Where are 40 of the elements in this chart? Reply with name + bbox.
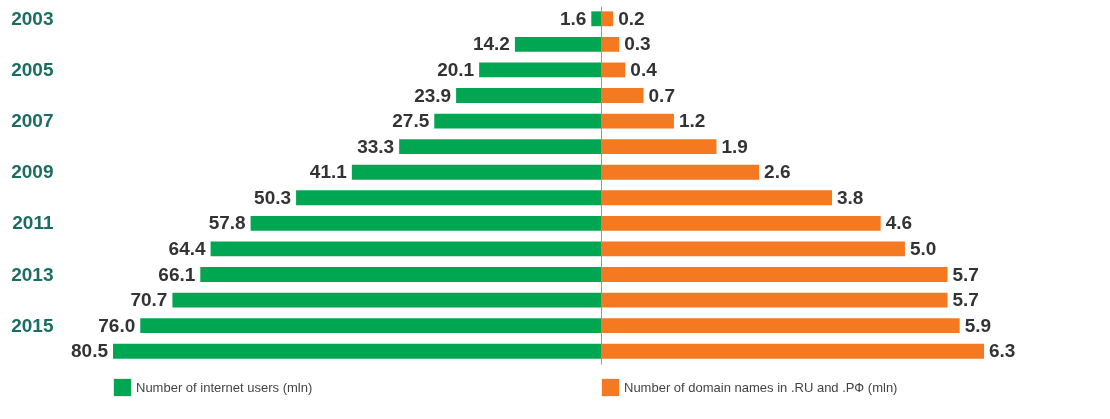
data-label: 1.6 bbox=[559, 7, 587, 29]
data-label: 1.9 bbox=[721, 135, 748, 157]
data-label: 33.3 bbox=[357, 135, 395, 157]
y-tick-label: 2009 bbox=[11, 161, 54, 183]
data-label: 3.8 bbox=[837, 186, 864, 208]
legend-label: Number of internet users (mln) bbox=[136, 379, 313, 395]
data-label: 5.7 bbox=[952, 289, 979, 311]
y-tick-label: 2013 bbox=[11, 263, 54, 285]
bar bbox=[601, 88, 644, 103]
data-label: 66.1 bbox=[158, 263, 196, 285]
data-label: 80.5 bbox=[71, 340, 109, 362]
y-tick-label: 2007 bbox=[11, 110, 54, 132]
data-label: 64.4 bbox=[168, 237, 207, 259]
data-label: 2.6 bbox=[764, 161, 791, 183]
data-label: 70.7 bbox=[130, 289, 168, 311]
y-tick-label: 2015 bbox=[11, 314, 54, 336]
data-label: 0.4 bbox=[630, 58, 658, 80]
data-label: 14.2 bbox=[472, 33, 510, 55]
data-label: 5.9 bbox=[964, 314, 992, 336]
data-label: 50.3 bbox=[254, 186, 292, 208]
data-label: 5.7 bbox=[952, 263, 979, 285]
data-label: 57.8 bbox=[208, 212, 246, 234]
data-label: 0.7 bbox=[648, 84, 675, 106]
y-tick-label: 2005 bbox=[11, 58, 54, 80]
data-label: 23.9 bbox=[414, 84, 452, 106]
y-tick-label: 2011 bbox=[12, 212, 54, 234]
legend-label: Number of domain names in .RU and .РФ (mln) bbox=[624, 379, 898, 395]
data-label: 76.0 bbox=[98, 314, 136, 336]
data-label: 4.6 bbox=[885, 212, 913, 234]
bar bbox=[601, 62, 626, 78]
data-label: 0.3 bbox=[624, 33, 651, 55]
data-label: 20.1 bbox=[437, 58, 475, 80]
data-label: 1.2 bbox=[678, 110, 706, 132]
data-label: 27.5 bbox=[392, 110, 430, 132]
y-tick-label: 2003 bbox=[11, 7, 54, 29]
data-label: 5.0 bbox=[909, 237, 937, 259]
data-label: 6.3 bbox=[989, 340, 1016, 362]
bar bbox=[601, 36, 620, 52]
data-label: 0.2 bbox=[618, 7, 645, 29]
data-label: 41.1 bbox=[309, 161, 348, 183]
